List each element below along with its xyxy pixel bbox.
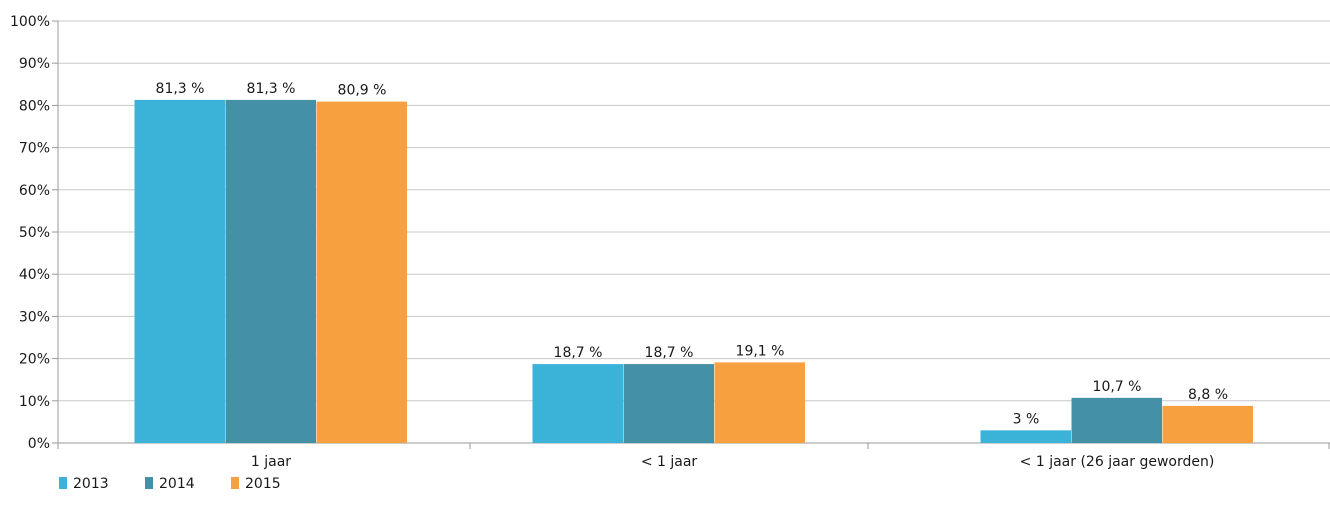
y-tick-label: 40% [19, 267, 50, 283]
data-labels: 81,3 % 81,3 % 80,9 % 18,7 % 18,7 % 19,1 % 3 % 1… [156, 81, 1228, 427]
data-label: 81,3 % [156, 81, 205, 97]
data-label: 8,8 % [1188, 387, 1228, 403]
y-tick-label: 20% [19, 352, 50, 368]
y-tick-label: 70% [19, 141, 50, 157]
y-tick-label: 90% [19, 56, 50, 72]
bar-2014 [1071, 397, 1162, 443]
bar-2014 [623, 364, 714, 443]
x-tick-label: < 1 jaar (26 jaar geworden) [1020, 454, 1215, 470]
y-tick-label: 100% [10, 14, 50, 30]
data-label: 10,7 % [1093, 379, 1142, 395]
bar-2015 [1162, 405, 1253, 443]
x-tick-label: < 1 jaar [641, 454, 698, 470]
legend-swatch-2015 [231, 477, 239, 489]
data-label: 18,7 % [645, 345, 694, 361]
bars [134, 99, 1253, 444]
y-axis: 0% 10% 20% 30% 40% 50% 60% 70% 80% 90% 100% [10, 14, 59, 452]
bar-2013 [532, 364, 623, 443]
y-tick-label: 0% [28, 436, 50, 452]
data-label: 80,9 % [338, 83, 387, 99]
x-axis: 1 jaar < 1 jaar < 1 jaar (26 jaar geworden… [57, 443, 1330, 470]
y-tick-label: 50% [19, 225, 50, 241]
legend-swatch-2014 [145, 477, 153, 489]
x-tick-label: 1 jaar [251, 454, 291, 470]
y-tick-label: 10% [19, 394, 50, 410]
data-label: 19,1 % [736, 343, 785, 359]
y-tick-label: 60% [19, 183, 50, 199]
data-label: 3 % [1013, 411, 1040, 427]
legend-label: 2013 [73, 476, 109, 492]
bar-2015 [714, 362, 805, 443]
bar-2013 [980, 430, 1071, 443]
legend-label: 2014 [159, 476, 195, 492]
bar-2013 [134, 99, 225, 443]
legend-label: 2015 [245, 476, 281, 492]
legend: 2013 2014 2015 [59, 476, 281, 492]
y-tick-label: 80% [19, 98, 50, 114]
bar-2014 [225, 99, 316, 443]
y-tick-label: 30% [19, 309, 50, 325]
legend-swatch-2013 [59, 477, 67, 489]
data-label: 18,7 % [554, 345, 603, 361]
data-label: 81,3 % [247, 81, 296, 97]
bar-2015 [316, 101, 407, 444]
